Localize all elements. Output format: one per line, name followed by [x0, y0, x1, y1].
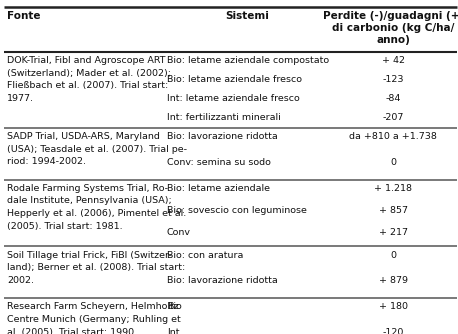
Text: Bio: con aratura: Bio: con aratura: [167, 250, 243, 260]
Text: Conv: Conv: [167, 228, 191, 237]
Text: + 42: + 42: [382, 56, 405, 65]
Text: Bio: Bio: [167, 302, 181, 311]
Text: + 857: + 857: [379, 206, 408, 215]
Text: riod: 1994-2002.: riod: 1994-2002.: [7, 157, 86, 166]
Text: Bio: sovescio con leguminose: Bio: sovescio con leguminose: [167, 206, 306, 215]
Text: 0: 0: [390, 250, 397, 260]
Text: (Switzerland); Mader et al. (2002);: (Switzerland); Mader et al. (2002);: [7, 68, 171, 77]
Text: (2005). Trial start: 1981.: (2005). Trial start: 1981.: [7, 222, 123, 231]
Text: SADP Trial, USDA-ARS, Maryland: SADP Trial, USDA-ARS, Maryland: [7, 132, 160, 141]
Text: 2002.: 2002.: [7, 276, 34, 285]
Text: -120: -120: [383, 328, 404, 334]
Text: dale Institute, Pennsylvania (USA);: dale Institute, Pennsylvania (USA);: [7, 196, 172, 205]
Text: Perdite (-)/guadagni (+)
di carbonio (kg C/ha/
anno): Perdite (-)/guadagni (+) di carbonio (kg…: [323, 11, 458, 45]
Text: Research Farm Scheyern, Helmholtz: Research Farm Scheyern, Helmholtz: [7, 302, 179, 311]
Text: -84: -84: [386, 94, 401, 103]
Text: -123: -123: [383, 75, 404, 84]
Text: Int: letame aziendale fresco: Int: letame aziendale fresco: [167, 94, 300, 103]
Text: Bio: letame aziendale: Bio: letame aziendale: [167, 184, 270, 193]
Text: + 217: + 217: [379, 228, 408, 237]
Text: Soil Tillage trial Frick, FiBl (Switzer-: Soil Tillage trial Frick, FiBl (Switzer-: [7, 250, 172, 260]
Text: Int: fertilizzanti minerali: Int: fertilizzanti minerali: [167, 113, 280, 122]
Text: Rodale Farming Systems Trial, Ro-: Rodale Farming Systems Trial, Ro-: [7, 184, 169, 193]
Text: (USA); Teasdale et al. (2007). Trial pe-: (USA); Teasdale et al. (2007). Trial pe-: [7, 145, 187, 154]
Text: Conv: semina su sodo: Conv: semina su sodo: [167, 158, 271, 167]
Text: Hepperly et al. (2006), Pimentel et al.: Hepperly et al. (2006), Pimentel et al.: [7, 209, 186, 218]
Text: + 180: + 180: [379, 302, 408, 311]
Text: Bio: lavorazione ridotta: Bio: lavorazione ridotta: [167, 277, 278, 285]
Text: da +810 a +1.738: da +810 a +1.738: [349, 132, 437, 141]
Text: al. (2005). Trial start: 1990.: al. (2005). Trial start: 1990.: [7, 328, 137, 334]
Text: + 879: + 879: [379, 277, 408, 285]
Text: land); Berner et al. (2008). Trial start:: land); Berner et al. (2008). Trial start…: [7, 263, 185, 272]
Text: Centre Munich (Germany; Ruhling et: Centre Munich (Germany; Ruhling et: [7, 315, 181, 324]
Text: Fonte: Fonte: [7, 11, 41, 21]
Text: Int: Int: [167, 328, 179, 334]
Text: Bio: lavorazione ridotta: Bio: lavorazione ridotta: [167, 132, 278, 141]
Text: -207: -207: [383, 113, 404, 122]
Text: Bio: letame aziendale fresco: Bio: letame aziendale fresco: [167, 75, 302, 84]
Text: 0: 0: [390, 158, 397, 167]
Text: DOK-Trial, Fibl and Agroscope ART: DOK-Trial, Fibl and Agroscope ART: [7, 56, 166, 65]
Text: Bio: letame aziendale compostato: Bio: letame aziendale compostato: [167, 56, 329, 65]
Text: Fließbach et al. (2007). Trial start:: Fließbach et al. (2007). Trial start:: [7, 81, 169, 90]
Text: Sistemi: Sistemi: [225, 11, 269, 21]
Text: 1977.: 1977.: [7, 94, 34, 103]
Text: + 1.218: + 1.218: [375, 184, 412, 193]
